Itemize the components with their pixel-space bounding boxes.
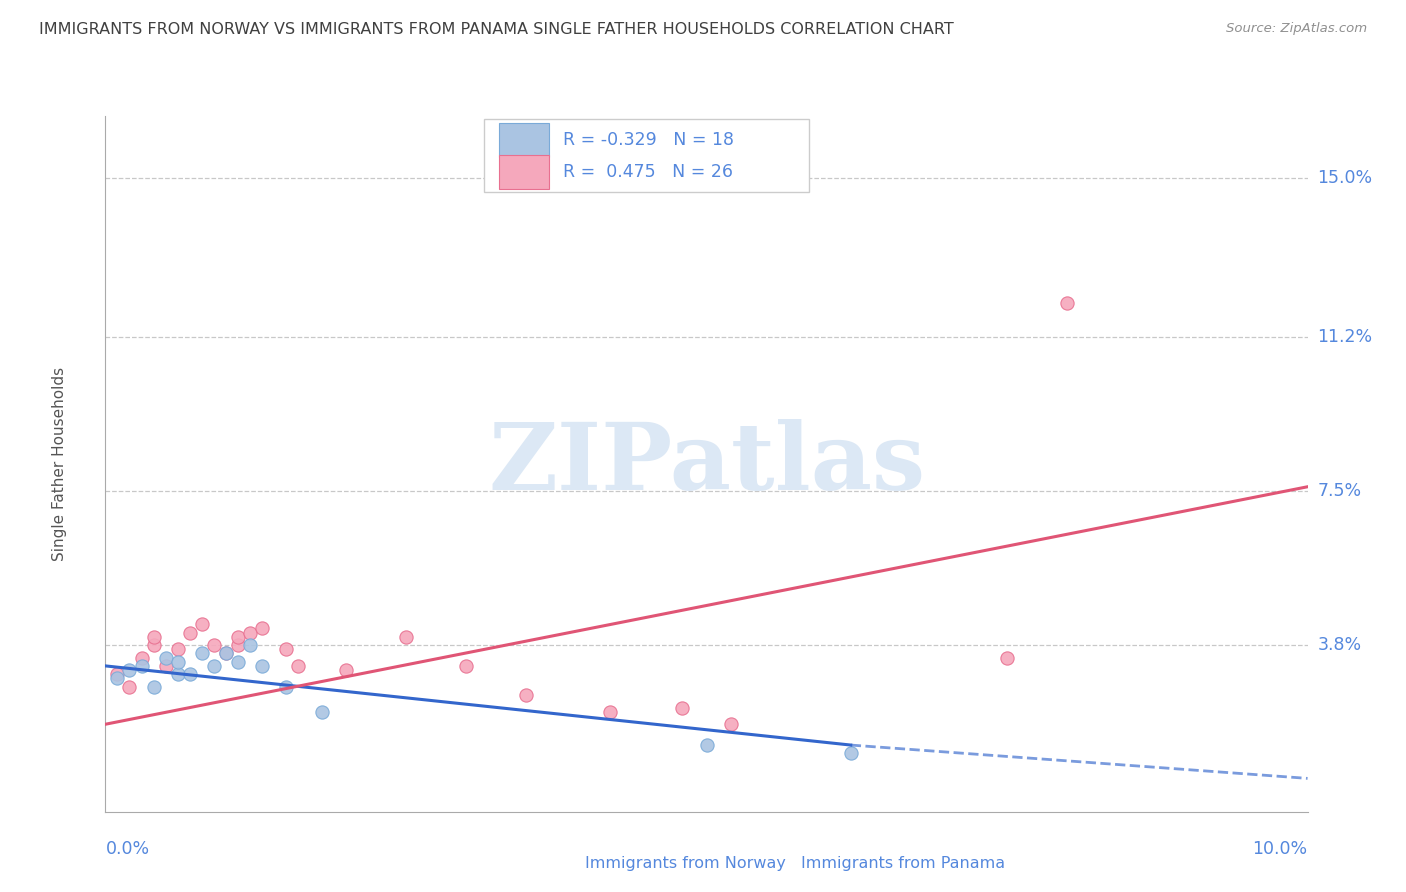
Text: ZIPatlas: ZIPatlas xyxy=(488,419,925,508)
Point xyxy=(995,650,1018,665)
Text: R = -0.329   N = 18: R = -0.329 N = 18 xyxy=(564,131,734,149)
FancyBboxPatch shape xyxy=(544,854,571,874)
Point xyxy=(166,655,188,669)
Text: 15.0%: 15.0% xyxy=(1317,169,1372,187)
Point xyxy=(131,650,153,665)
Point xyxy=(274,642,297,657)
Point xyxy=(696,738,718,752)
Point xyxy=(131,659,153,673)
Point xyxy=(226,655,249,669)
Point xyxy=(226,630,249,644)
Point xyxy=(190,647,212,661)
Point xyxy=(239,625,262,640)
FancyBboxPatch shape xyxy=(484,120,808,193)
Point xyxy=(395,630,418,644)
Text: Immigrants from Panama: Immigrants from Panama xyxy=(801,856,1005,871)
Point xyxy=(179,625,201,640)
Text: Source: ZipAtlas.com: Source: ZipAtlas.com xyxy=(1226,22,1367,36)
Point xyxy=(515,688,537,702)
Point xyxy=(190,617,212,632)
Point xyxy=(287,659,309,673)
FancyBboxPatch shape xyxy=(499,123,548,157)
FancyBboxPatch shape xyxy=(761,854,787,874)
Text: Single Father Households: Single Father Households xyxy=(52,367,67,561)
Point xyxy=(166,667,188,681)
Point xyxy=(155,659,177,673)
Point xyxy=(142,630,165,644)
Point xyxy=(239,638,262,652)
Text: 3.8%: 3.8% xyxy=(1317,636,1361,654)
Text: Immigrants from Norway: Immigrants from Norway xyxy=(585,856,786,871)
FancyBboxPatch shape xyxy=(499,155,548,189)
Text: 10.0%: 10.0% xyxy=(1253,839,1308,857)
Point xyxy=(107,672,129,686)
Point xyxy=(671,700,693,714)
Point xyxy=(142,680,165,694)
Text: 7.5%: 7.5% xyxy=(1317,482,1361,500)
Text: 0.0%: 0.0% xyxy=(105,839,149,857)
Point xyxy=(454,659,477,673)
Text: 11.2%: 11.2% xyxy=(1317,327,1372,346)
Point xyxy=(226,638,249,652)
Point xyxy=(202,659,225,673)
Point xyxy=(202,638,225,652)
Point xyxy=(214,647,236,661)
Point xyxy=(335,663,357,677)
Point xyxy=(250,621,273,635)
Point xyxy=(311,705,333,719)
Point xyxy=(599,705,621,719)
Point xyxy=(179,667,201,681)
Point xyxy=(839,747,862,761)
Point xyxy=(118,680,141,694)
Text: R =  0.475   N = 26: R = 0.475 N = 26 xyxy=(564,163,734,181)
Point xyxy=(250,659,273,673)
Text: IMMIGRANTS FROM NORWAY VS IMMIGRANTS FROM PANAMA SINGLE FATHER HOUSEHOLDS CORREL: IMMIGRANTS FROM NORWAY VS IMMIGRANTS FRO… xyxy=(39,22,955,37)
Point xyxy=(274,680,297,694)
Point xyxy=(214,647,236,661)
Point xyxy=(107,667,129,681)
Point xyxy=(720,717,742,731)
Point xyxy=(155,650,177,665)
Point xyxy=(118,663,141,677)
Point xyxy=(1056,296,1078,310)
Point xyxy=(142,638,165,652)
Point xyxy=(166,642,188,657)
